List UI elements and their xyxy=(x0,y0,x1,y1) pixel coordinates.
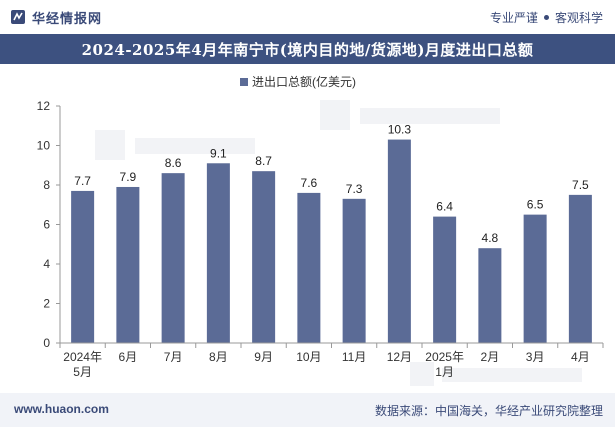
value-label: 7.9 xyxy=(120,170,137,184)
top-bar: 华经情报网 专业严谨 客观科学 xyxy=(0,0,615,34)
legend: 进出口总额(亿美元) xyxy=(240,74,356,89)
slogan: 专业严谨 客观科学 xyxy=(490,9,603,26)
huajing-logo-icon xyxy=(11,10,25,24)
bar xyxy=(387,139,411,343)
value-label: 7.7 xyxy=(74,174,91,188)
slogan-text-1: 专业严谨 xyxy=(489,11,538,25)
y-tick-label: 10 xyxy=(37,139,51,153)
y-tick-label: 6 xyxy=(43,218,50,232)
y-tick-label: 4 xyxy=(43,257,50,271)
x-tick-label: 2025年 xyxy=(425,350,464,364)
y-tick-label: 12 xyxy=(37,99,51,113)
x-tick-label: 6月 xyxy=(119,350,138,364)
brand: 华经情报网 xyxy=(10,8,102,26)
x-tick-label: 1月 xyxy=(435,365,454,379)
value-label: 7.6 xyxy=(301,176,318,190)
value-label: 8.7 xyxy=(255,154,272,168)
legend-swatch xyxy=(240,78,248,86)
value-label: 8.6 xyxy=(165,156,182,170)
y-tick-label: 0 xyxy=(43,336,50,350)
bar xyxy=(71,190,95,343)
x-tick-label: 8月 xyxy=(209,350,228,364)
y-tick-label: 2 xyxy=(43,297,50,311)
x-tick-label: 3月 xyxy=(526,350,545,364)
bar xyxy=(433,216,457,343)
bar xyxy=(252,171,276,343)
title-bar: 2024-2025年4月年南宁市(境内目的地/货源地)月度进出口总额 xyxy=(0,34,615,64)
bar xyxy=(161,173,185,343)
value-labels: 7.7 7.9 8.6 9.1 8.7 7.6 7.3 10.3 6.4 4.8 6.5 7.5 xyxy=(74,123,589,246)
bar xyxy=(478,248,502,343)
brand-name: 华经情报网 xyxy=(32,10,103,26)
footer: www.huaon.com 数据来源：中国海关，华经产业研究院整理 xyxy=(0,393,615,427)
value-label: 4.8 xyxy=(482,231,499,245)
x-tick-label: 2月 xyxy=(481,350,500,364)
x-tick-label: 2024年 xyxy=(63,350,102,364)
y-axis: 0 2 4 6 8 10 12 xyxy=(37,99,61,350)
value-label: 9.1 xyxy=(210,146,227,160)
value-label: 6.4 xyxy=(436,200,453,214)
bar xyxy=(297,192,321,343)
x-tick-label: 9月 xyxy=(254,350,273,364)
x-tick-label: 10月 xyxy=(296,350,321,364)
bar xyxy=(342,198,366,343)
value-label: 7.3 xyxy=(346,182,363,196)
bars xyxy=(71,139,592,343)
x-tick-label: 12月 xyxy=(387,350,412,364)
bar xyxy=(116,186,140,343)
value-label: 10.3 xyxy=(388,123,412,137)
bar xyxy=(523,214,547,343)
legend-label: 进出口总额(亿美元) xyxy=(252,74,356,89)
bullet-icon xyxy=(543,15,549,20)
data-source: 数据来源：中国海关，华经产业研究院整理 xyxy=(374,404,603,418)
value-label: 7.5 xyxy=(572,178,589,192)
chart-title: 2024-2025年4月年南宁市(境内目的地/货源地)月度进出口总额 xyxy=(81,40,534,59)
x-tick-label: 11月 xyxy=(342,350,366,364)
y-tick-label: 8 xyxy=(43,178,50,192)
value-label: 6.5 xyxy=(527,198,544,212)
x-tick-label: 5月 xyxy=(73,365,92,379)
x-tick-label: 4月 xyxy=(571,350,590,364)
bar xyxy=(568,194,592,343)
slogan-text-2: 客观科学 xyxy=(554,11,603,25)
bar xyxy=(206,163,230,343)
website-link[interactable]: www.huaon.com xyxy=(14,402,109,416)
x-tick-label: 7月 xyxy=(164,350,183,364)
